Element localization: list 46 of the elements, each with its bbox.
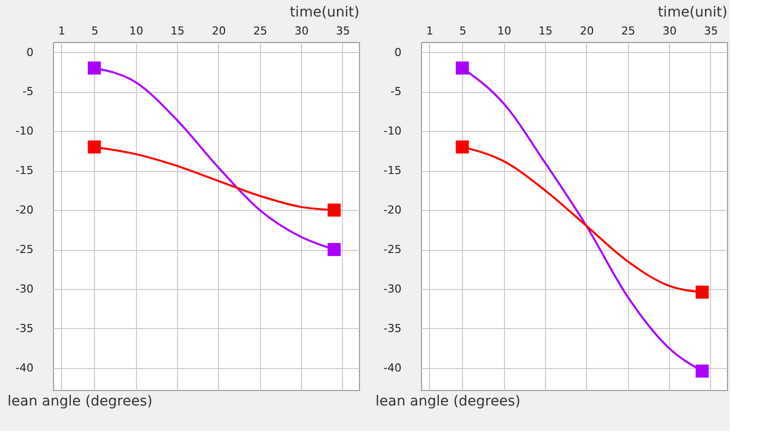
- x-axis-title: time(unit): [658, 4, 728, 20]
- point: [328, 204, 341, 217]
- point: [328, 243, 341, 256]
- y-tick-label: -10: [16, 124, 34, 138]
- x-tick-label: 30: [294, 24, 309, 38]
- x-tick-label: 1: [426, 24, 434, 38]
- y-tick-label: -35: [16, 322, 34, 335]
- point: [456, 62, 469, 75]
- y-tick-label: -25: [384, 243, 402, 256]
- y-tick-label: -30: [384, 282, 402, 296]
- point: [456, 140, 469, 154]
- y-tick-label: -20: [16, 204, 34, 217]
- x-tick-label: 35: [704, 24, 718, 38]
- x-tick-label: 20: [580, 24, 594, 38]
- x-tick-label: 15: [170, 24, 185, 38]
- y-tick-label: -25: [16, 243, 34, 256]
- y-tick-label: -15: [16, 164, 34, 178]
- x-tick-label: 30: [662, 24, 677, 38]
- y-tick-label: -15: [384, 164, 402, 178]
- x-tick-label: 5: [91, 24, 98, 38]
- y-tick-label: -40: [16, 361, 34, 374]
- y-tick-label: 0: [26, 46, 34, 59]
- point: [88, 62, 101, 75]
- x-tick-label: 1: [58, 24, 66, 38]
- y-tick-label: -5: [22, 85, 34, 98]
- x-tick-label: 25: [253, 24, 268, 38]
- x-tick-label: 25: [621, 24, 636, 38]
- y-tick-label: 0: [394, 46, 402, 59]
- x-tick-label: 10: [129, 24, 144, 38]
- point: [696, 364, 709, 378]
- y-tick-label: -10: [384, 124, 402, 138]
- y-axis-title: lean angle (degrees): [8, 394, 152, 410]
- x-axis-title: time(unit): [290, 4, 360, 20]
- y-tick-label: -40: [384, 361, 402, 374]
- y-axis-title: lean angle (degrees): [376, 394, 520, 410]
- y-tick-label: -35: [384, 322, 402, 335]
- x-tick-label: 5: [459, 24, 466, 38]
- point: [696, 286, 709, 299]
- y-tick-label: -20: [384, 204, 402, 217]
- x-tick-label: 20: [212, 24, 226, 38]
- x-tick-label: 15: [538, 24, 553, 38]
- x-tick-label: 35: [336, 24, 350, 38]
- point: [88, 140, 101, 154]
- y-tick-label: -30: [16, 282, 34, 296]
- x-tick-label: 10: [497, 24, 512, 38]
- y-tick-label: -5: [390, 85, 402, 98]
